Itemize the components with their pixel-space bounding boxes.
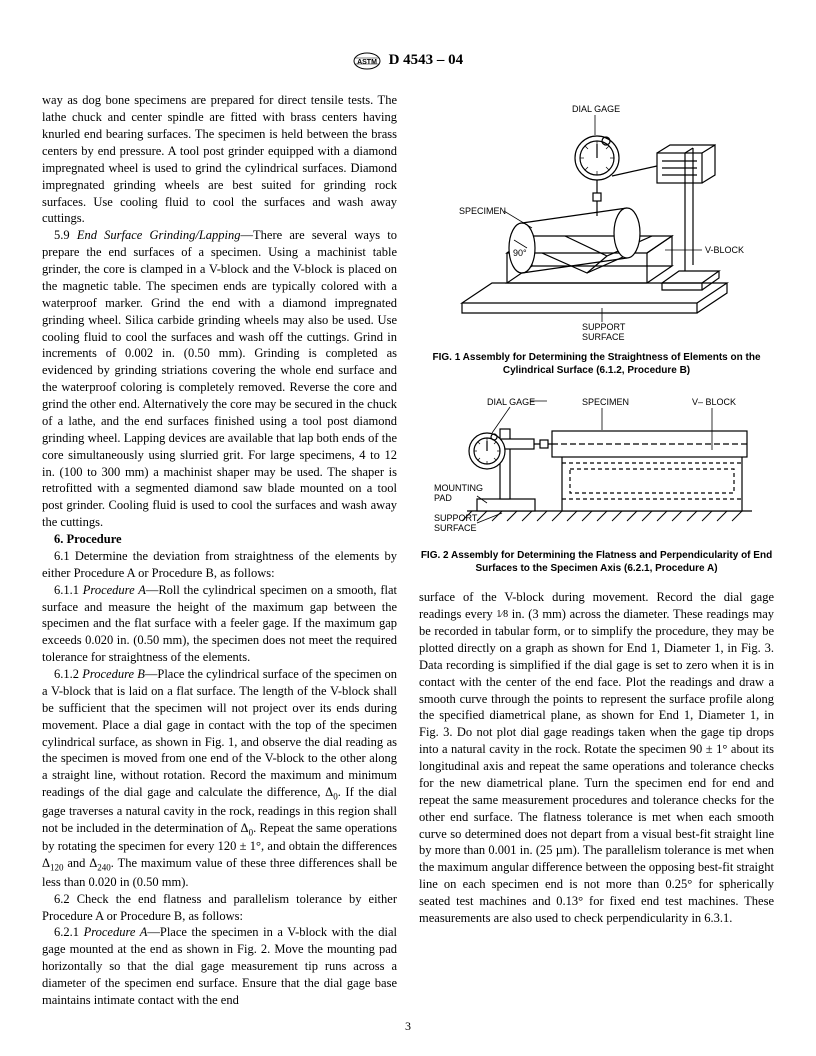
fig1-vblock-label: V-BLOCK bbox=[705, 245, 744, 255]
figure-1-svg: 90° bbox=[437, 98, 757, 348]
num-6-2-1: 6.2.1 bbox=[54, 925, 84, 939]
para-5-8-cont: way as dog bone specimens are prepared f… bbox=[42, 92, 397, 227]
para-5-9: 5.9 End Surface Grinding/Lapping—There a… bbox=[42, 227, 397, 531]
para-6-1: 6.1 Determine the deviation from straigh… bbox=[42, 548, 397, 582]
fig2-mounting-label-2: PAD bbox=[434, 493, 452, 503]
num-5-9: 5.9 bbox=[54, 228, 77, 242]
right-text-b: in. (3 mm) across the diameter. These re… bbox=[419, 607, 774, 925]
fig1-angle: 90° bbox=[513, 248, 527, 258]
fig1-specimen-label: SPECIMEN bbox=[459, 206, 506, 216]
fig1-support-label-2: SURFACE bbox=[582, 332, 625, 342]
para-6-2-1: 6.2.1 Procedure A—Place the specimen in … bbox=[42, 924, 397, 1008]
figure-2-svg: DIAL GAGE SPECIMEN V– BLOCK MOUNTING PAD… bbox=[432, 391, 762, 546]
svg-text:ASTM: ASTM bbox=[357, 59, 377, 66]
fig2-mounting-label-1: MOUNTING bbox=[434, 483, 483, 493]
num-6-1-2: 6.1.2 bbox=[54, 667, 82, 681]
para-right-cont: surface of the V-block during movement. … bbox=[419, 589, 774, 927]
fig2-dial-label: DIAL GAGE bbox=[487, 397, 535, 407]
fig2-support-label-1: SUPPORT bbox=[434, 513, 478, 523]
num-6-1-1: 6.1.1 bbox=[54, 583, 83, 597]
figure-1-caption: FIG. 1 Assembly for Determining the Stra… bbox=[419, 352, 774, 377]
em-6-1-2: Procedure B bbox=[82, 667, 145, 681]
fig2-specimen-label: SPECIMEN bbox=[582, 397, 629, 407]
fig2-support-label-2: SURFACE bbox=[434, 523, 477, 533]
section-6-heading: 6. Procedure bbox=[42, 531, 397, 548]
em-6-2-1: Procedure A bbox=[84, 925, 148, 939]
fraction-1-8: 1⁄8 bbox=[496, 610, 508, 620]
text-5-9: —There are several ways to prepare the e… bbox=[42, 228, 397, 529]
fig2-vblock-label: V– BLOCK bbox=[692, 397, 736, 407]
right-column: 90° bbox=[419, 92, 774, 1009]
delta-240: 240 bbox=[97, 863, 111, 873]
delta-120: 120 bbox=[50, 863, 64, 873]
astm-logo-icon: ASTM bbox=[353, 52, 381, 70]
two-column-layout: way as dog bone specimens are prepared f… bbox=[42, 92, 774, 1009]
designation-text: D 4543 – 04 bbox=[389, 52, 464, 68]
em-5-9: End Surface Grinding/Lapping bbox=[77, 228, 241, 242]
fig1-support-label-1: SUPPORT bbox=[582, 322, 626, 332]
left-column: way as dog bone specimens are prepared f… bbox=[42, 92, 397, 1009]
para-6-1-1: 6.1.1 Procedure A—Roll the cylindrical s… bbox=[42, 582, 397, 666]
para-6-1-2: 6.1.2 Procedure B—Place the cylindrical … bbox=[42, 666, 397, 891]
em-6-1-1: Procedure A bbox=[83, 583, 146, 597]
figure-2: DIAL GAGE SPECIMEN V– BLOCK MOUNTING PAD… bbox=[419, 391, 774, 546]
page-number: 3 bbox=[0, 1018, 816, 1034]
page-header: ASTM D 4543 – 04 bbox=[42, 50, 774, 70]
fig1-dial-label: DIAL GAGE bbox=[572, 104, 620, 114]
text-6-1-2d: and Δ bbox=[64, 856, 98, 870]
text-6-1-2a: —Place the cylindrical surface of the sp… bbox=[42, 667, 397, 799]
figure-2-caption: FIG. 2 Assembly for Determining the Flat… bbox=[419, 550, 774, 575]
para-6-2: 6.2 Check the end flatness and paralleli… bbox=[42, 891, 397, 925]
figure-1: 90° bbox=[419, 98, 774, 348]
